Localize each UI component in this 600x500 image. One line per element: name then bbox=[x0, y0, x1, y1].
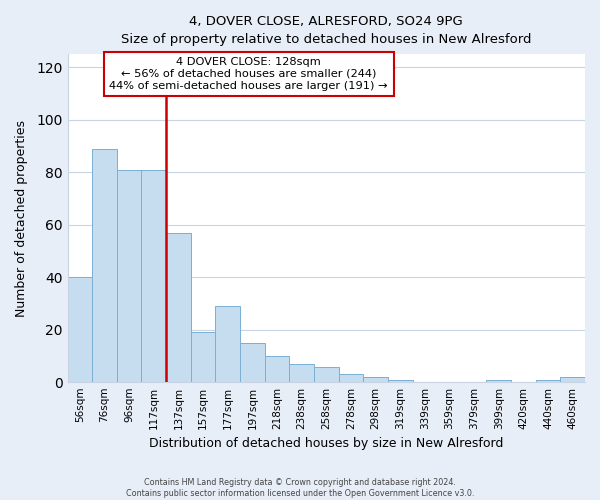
Bar bbox=[338, 374, 363, 382]
Bar bbox=[388, 380, 413, 382]
Bar bbox=[536, 380, 560, 382]
Bar bbox=[215, 306, 240, 382]
Bar bbox=[289, 364, 314, 382]
Bar bbox=[487, 380, 511, 382]
Bar bbox=[68, 278, 92, 382]
Text: 4 DOVER CLOSE: 128sqm
← 56% of detached houses are smaller (244)
44% of semi-det: 4 DOVER CLOSE: 128sqm ← 56% of detached … bbox=[109, 58, 388, 90]
Bar bbox=[191, 332, 215, 382]
Bar bbox=[166, 232, 191, 382]
Bar bbox=[240, 343, 265, 382]
Title: 4, DOVER CLOSE, ALRESFORD, SO24 9PG
Size of property relative to detached houses: 4, DOVER CLOSE, ALRESFORD, SO24 9PG Size… bbox=[121, 15, 532, 46]
Bar bbox=[142, 170, 166, 382]
Bar bbox=[265, 356, 289, 382]
Bar bbox=[314, 366, 338, 382]
X-axis label: Distribution of detached houses by size in New Alresford: Distribution of detached houses by size … bbox=[149, 437, 503, 450]
Bar bbox=[92, 148, 117, 382]
Bar bbox=[117, 170, 142, 382]
Y-axis label: Number of detached properties: Number of detached properties bbox=[15, 120, 28, 316]
Bar bbox=[560, 377, 585, 382]
Bar bbox=[363, 377, 388, 382]
Text: Contains HM Land Registry data © Crown copyright and database right 2024.
Contai: Contains HM Land Registry data © Crown c… bbox=[126, 478, 474, 498]
